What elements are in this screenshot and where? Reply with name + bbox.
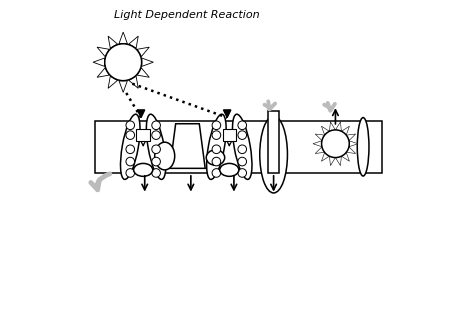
Ellipse shape — [120, 114, 140, 180]
Polygon shape — [315, 134, 325, 141]
Circle shape — [126, 169, 135, 177]
Polygon shape — [129, 36, 138, 48]
Ellipse shape — [220, 163, 239, 176]
Polygon shape — [119, 81, 128, 92]
Polygon shape — [137, 47, 149, 57]
Polygon shape — [321, 126, 329, 135]
Ellipse shape — [232, 114, 252, 180]
Circle shape — [152, 157, 160, 166]
Polygon shape — [346, 147, 356, 154]
Ellipse shape — [357, 118, 369, 176]
Bar — [137, 129, 150, 141]
Circle shape — [105, 44, 142, 81]
Polygon shape — [223, 110, 231, 118]
Circle shape — [152, 131, 160, 139]
Polygon shape — [142, 58, 153, 66]
Circle shape — [126, 131, 135, 139]
Ellipse shape — [155, 142, 175, 170]
Circle shape — [152, 145, 160, 154]
Polygon shape — [336, 156, 341, 166]
Polygon shape — [108, 76, 118, 88]
Circle shape — [238, 145, 246, 154]
Circle shape — [212, 157, 221, 166]
Polygon shape — [341, 152, 349, 161]
Polygon shape — [129, 76, 138, 88]
Circle shape — [238, 121, 246, 129]
Polygon shape — [329, 122, 336, 131]
Polygon shape — [170, 124, 205, 168]
Circle shape — [152, 121, 160, 129]
Polygon shape — [321, 152, 329, 161]
Polygon shape — [137, 68, 149, 77]
Polygon shape — [119, 32, 128, 44]
Polygon shape — [346, 134, 356, 141]
Circle shape — [126, 157, 135, 166]
Bar — [95, 121, 382, 173]
Polygon shape — [97, 47, 109, 57]
Polygon shape — [329, 156, 336, 166]
Bar — [222, 129, 236, 141]
Polygon shape — [97, 68, 109, 77]
Circle shape — [212, 121, 221, 129]
Circle shape — [126, 121, 135, 129]
Ellipse shape — [260, 116, 287, 193]
Circle shape — [238, 169, 246, 177]
Circle shape — [238, 157, 246, 166]
Ellipse shape — [207, 114, 226, 180]
Polygon shape — [315, 147, 325, 154]
Circle shape — [238, 131, 246, 139]
Ellipse shape — [134, 163, 153, 176]
Ellipse shape — [206, 150, 225, 165]
Circle shape — [212, 145, 221, 154]
Polygon shape — [108, 36, 118, 48]
Circle shape — [212, 131, 221, 139]
Circle shape — [152, 169, 160, 177]
Text: Light Dependent Reaction: Light Dependent Reaction — [114, 10, 260, 20]
Circle shape — [212, 169, 221, 177]
Polygon shape — [93, 58, 105, 66]
Polygon shape — [341, 126, 349, 135]
Polygon shape — [313, 141, 322, 147]
Polygon shape — [349, 141, 358, 147]
Circle shape — [321, 130, 349, 158]
Circle shape — [126, 145, 135, 154]
Ellipse shape — [146, 114, 166, 180]
Bar — [268, 112, 280, 173]
Polygon shape — [336, 122, 341, 131]
Polygon shape — [137, 110, 145, 118]
